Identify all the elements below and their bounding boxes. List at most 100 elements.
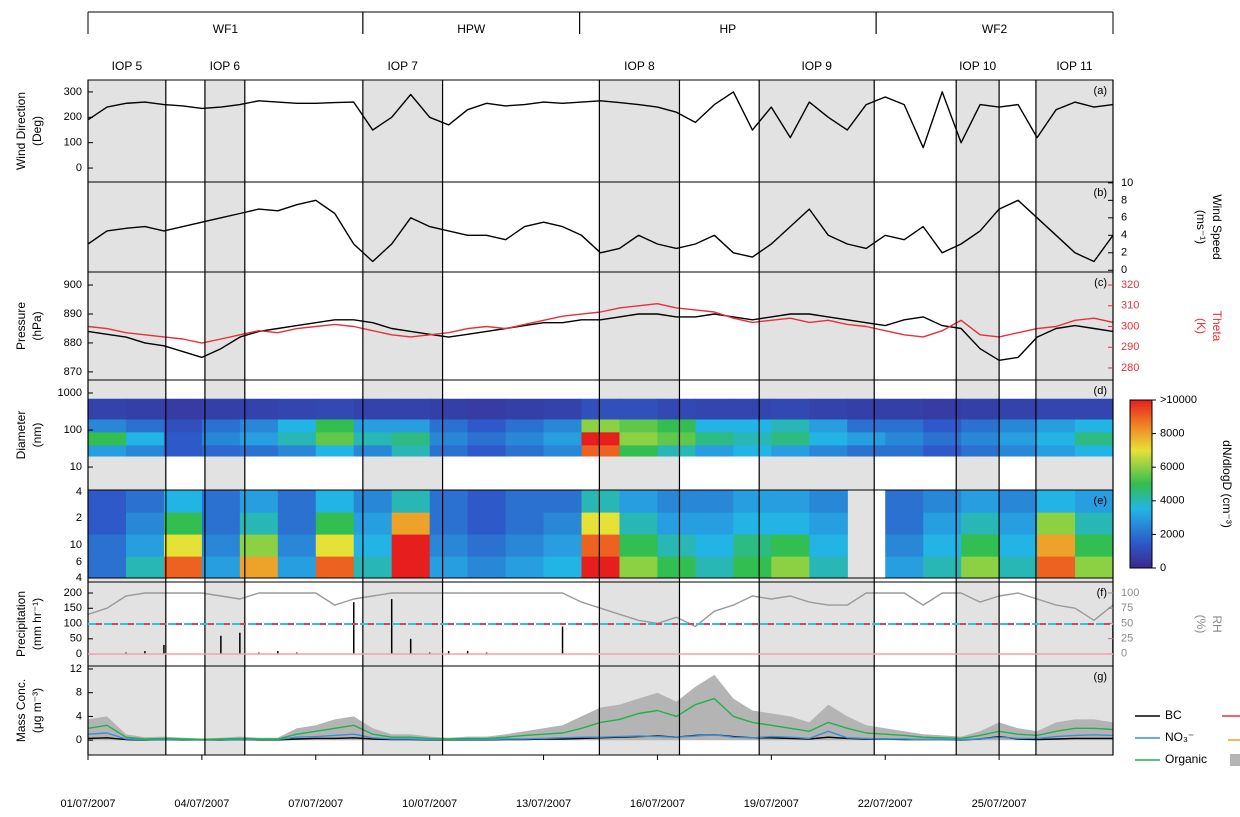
- heatmap-cell: [885, 556, 924, 578]
- panel-frame: [87, 665, 1114, 756]
- decorations: [88, 623, 1240, 766]
- iop-label: IOP 11: [1056, 59, 1093, 73]
- heatmap-cell: [315, 490, 355, 513]
- heatmap-cell: [619, 431, 659, 446]
- heatmap-cell: [505, 398, 545, 420]
- y2-tick-label: 8: [1121, 194, 1127, 206]
- heatmap-cell: [923, 444, 962, 457]
- heatmap-cell: [315, 444, 355, 457]
- heatmap-cell: [543, 431, 583, 446]
- y2-axis-label: (ms⁻¹): [1194, 210, 1208, 244]
- heatmap-cell: [847, 398, 886, 420]
- heatmap-cell: [391, 444, 431, 457]
- heatmap-cell: [163, 490, 203, 513]
- regime-label: HPW: [457, 22, 486, 36]
- data-layer: [88, 91, 1113, 741]
- heatmap-cell: [733, 490, 772, 513]
- heatmap-cell: [1037, 556, 1076, 578]
- heatmap-cell: [657, 398, 697, 420]
- heatmap-cell: [315, 398, 355, 420]
- heatmap-cell: [999, 431, 1038, 446]
- heatmap-cell: [1037, 431, 1076, 446]
- heatmap-cell: [88, 431, 127, 446]
- heatmap-cell: [1075, 444, 1113, 457]
- heatmap-cell: [543, 556, 583, 578]
- heatmap-cell: [961, 534, 1000, 557]
- y-tick-label: 200: [64, 587, 82, 599]
- heatmap-cell: [885, 444, 924, 457]
- x-tick-label: 07/07/2007: [288, 798, 343, 810]
- y2-tick-label: 100: [1121, 587, 1139, 599]
- x-tick-label: 22/07/2007: [858, 798, 913, 810]
- heatmap-cell: [619, 556, 659, 578]
- heatmap-cell: [543, 534, 583, 557]
- heatmap-cell: [581, 556, 621, 578]
- heatmap-cell: [771, 418, 810, 433]
- heatmap-cell: [201, 534, 241, 557]
- heatmap-cell: [163, 418, 203, 433]
- y-tick-label: 4: [76, 572, 82, 584]
- y2-tick-label: 300: [1121, 320, 1139, 332]
- heatmap-cell: [809, 431, 848, 446]
- heatmap-cell: [201, 444, 241, 457]
- heatmap-cell: [695, 444, 734, 457]
- heatmap-cell: [277, 556, 317, 578]
- heatmap-cell: [771, 431, 810, 446]
- heatmap-cell: [391, 556, 431, 578]
- y2-tick-label: 290: [1121, 341, 1139, 353]
- heatmap-cell: [733, 556, 772, 578]
- heatmap-cell: [619, 512, 659, 535]
- heatmap-cell: [695, 534, 734, 557]
- heatmap-cell: [619, 490, 659, 513]
- y-axis-label: Precipitation: [14, 591, 28, 657]
- heatmap-cell: [581, 490, 621, 513]
- iop-label: IOP 9: [801, 59, 832, 73]
- line: [88, 303, 1113, 344]
- heatmap-cell: [239, 490, 279, 513]
- y-tick-label: 8: [76, 687, 82, 699]
- heatmap-cell: [505, 444, 545, 457]
- heatmap-cell: [657, 534, 697, 557]
- heatmap-cell: [1075, 534, 1113, 557]
- colorbar-tick-label: 8000: [1160, 428, 1184, 440]
- heatmap-cell: [429, 512, 469, 535]
- heatmap-cell: [353, 512, 393, 535]
- heatmap-cell: [543, 398, 583, 420]
- heatmap-cell: [923, 431, 962, 446]
- x-tick-label: 13/07/2007: [516, 798, 571, 810]
- y2-axis-label: (K): [1194, 318, 1208, 334]
- y-tick-label: 900: [64, 279, 82, 291]
- y2-axis-label: (%): [1194, 615, 1208, 634]
- heatmap-cell: [961, 418, 1000, 433]
- heatmap-cell: [429, 418, 469, 433]
- colorbar-tick-label: 6000: [1160, 461, 1184, 473]
- y-tick-label: 100: [64, 617, 82, 629]
- heatmap-cell: [391, 490, 431, 513]
- heatmap-cell: [999, 512, 1038, 535]
- heatmap-cell: [923, 418, 962, 433]
- heatmap-cell: [88, 556, 127, 578]
- y2-axis-label: Wind Speed: [1210, 194, 1224, 259]
- heatmap-cell: [505, 490, 545, 513]
- heatmap-cell: [467, 534, 507, 557]
- heatmap-cell: [88, 418, 127, 433]
- heatmap-cell: [809, 490, 848, 513]
- heatmap-cell: [315, 534, 355, 557]
- y-tick-label: 10: [70, 461, 82, 473]
- colorbar: [1129, 399, 1153, 569]
- heatmap-cell: [771, 490, 810, 513]
- heatmap-cell: [771, 534, 810, 557]
- line: [88, 91, 1113, 149]
- heatmap-cell: [505, 512, 545, 535]
- heatmap-cell: [467, 418, 507, 433]
- y2-tick-label: 0: [1121, 648, 1127, 660]
- heatmap-cell: [1037, 512, 1076, 535]
- heatmap-cell: [353, 444, 393, 457]
- heatmap-cell: [88, 534, 127, 557]
- legend-label: NO₃⁻: [1165, 730, 1194, 744]
- heatmap-cell: [771, 512, 810, 535]
- y-axis-label: (μg m⁻³): [30, 688, 44, 733]
- heatmap-cell: [88, 512, 127, 535]
